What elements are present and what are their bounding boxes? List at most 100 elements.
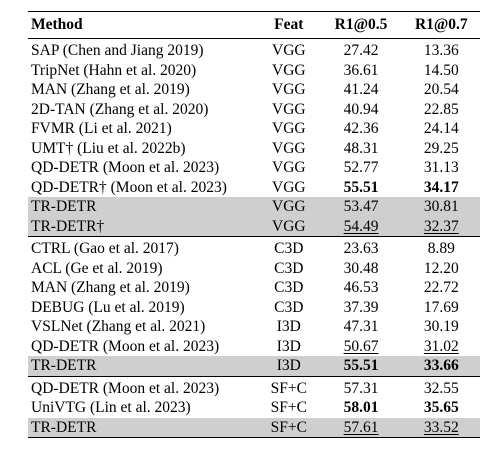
cell-method: MAN (Zhang et al. 2019) [28,80,258,100]
cell-r1-05: 37.39 [319,298,402,318]
cell-r1-07-text: 22.72 [424,279,459,296]
cell-r1-05-text: 41.24 [344,81,379,98]
cell-r1-07: 32.37 [403,217,480,237]
cell-feat-text: C3D [274,279,303,296]
cell-feat-text: VGG [272,179,306,196]
cell-r1-07-text: 24.14 [424,120,459,137]
cell-r1-05-text: 52.77 [344,159,379,176]
header-r1-05: R1@0.5 [319,12,402,39]
cell-feat: VGG [258,178,319,198]
cell-feat: VGG [258,119,319,139]
table-row: QD-DETR (Moon et al. 2023) VGG 52.77 31.13 [28,158,480,178]
cell-r1-05-text: 53.47 [344,198,379,215]
cell-r1-07: 17.69 [403,298,480,318]
cell-method: TR-DETR [28,197,258,217]
cell-feat: VGG [258,158,319,178]
cell-method-text: MAN (Zhang et al. 2019) [31,279,190,296]
cell-feat-text: VGG [272,140,306,157]
cell-feat: VGG [258,61,319,81]
cell-r1-05: 58.01 [319,398,402,418]
cell-r1-07-text: 30.19 [424,318,459,335]
table-row: VSLNet (Zhang et al. 2021) I3D 47.31 30.19 [28,317,480,337]
cell-r1-07-text: 35.65 [424,399,459,416]
cell-r1-07: 32.55 [403,376,480,398]
cell-feat-text: I3D [277,318,301,335]
cell-method-text: TR-DETR [31,419,96,436]
cell-feat: SF+C [258,418,319,438]
cell-r1-07: 22.72 [403,278,480,298]
cell-feat: I3D [258,317,319,337]
header-method: Method [28,12,258,39]
cell-r1-07-text: 22.85 [424,101,459,118]
cell-r1-07: 22.85 [403,100,480,120]
cell-r1-05: 53.47 [319,197,402,217]
table-row: DEBUG (Lu et al. 2019) C3D 37.39 17.69 [28,298,480,318]
cell-method-text: QD-DETR (Moon et al. 2023) [31,380,219,397]
cell-feat: VGG [258,139,319,159]
cell-feat-text: C3D [274,240,303,257]
cell-r1-07-text: 34.17 [424,179,459,196]
table-row: QD-DETR (Moon et al. 2023) SF+C 57.31 32.55 [28,376,480,398]
cell-r1-05-text: 55.51 [344,357,379,374]
cell-method-text: TripNet (Hahn et al. 2020) [31,62,196,79]
cell-method: VSLNet (Zhang et al. 2021) [28,317,258,337]
cell-r1-07-text: 29.25 [424,140,459,157]
cell-r1-05: 36.61 [319,61,402,81]
cell-r1-07-text: 33.52 [424,419,459,436]
cell-feat-text: SF+C [271,419,307,436]
cell-feat: VGG [258,39,319,61]
cell-method: SAP (Chen and Jiang 2019) [28,39,258,61]
cell-feat-text: VGG [272,42,306,59]
cell-r1-07: 33.66 [403,356,480,376]
cell-method-text: TR-DETR [31,357,96,374]
cell-method: TR-DETR [28,418,258,438]
cell-method-text: SAP (Chen and Jiang 2019) [31,42,204,59]
cell-feat: VGG [258,100,319,120]
cell-feat: SF+C [258,376,319,398]
cell-method: MAN (Zhang et al. 2019) [28,278,258,298]
cell-r1-05-text: 46.53 [344,279,379,296]
cell-r1-07-text: 31.13 [424,159,459,176]
table-row: QD-DETR† (Moon et al. 2023) VGG 55.51 34.17 [28,178,480,198]
cell-r1-05-text: 37.39 [344,299,379,316]
cell-feat-text: SF+C [271,399,307,416]
cell-r1-07-text: 31.02 [424,338,459,355]
cell-feat-text: VGG [272,101,306,118]
cell-feat-text: VGG [272,120,306,137]
table-row: MAN (Zhang et al. 2019) VGG 41.24 20.54 [28,80,480,100]
cell-feat: VGG [258,217,319,237]
cell-r1-05: 54.49 [319,217,402,237]
table-row: TripNet (Hahn et al. 2020) VGG 36.61 14.50 [28,61,480,81]
table-row: TR-DETR† VGG 54.49 32.37 [28,217,480,237]
cell-method: TR-DETR [28,356,258,376]
header-r1-07: R1@0.7 [403,12,480,39]
cell-method: FVMR (Li et al. 2021) [28,119,258,139]
cell-feat-text: SF+C [271,380,307,397]
cell-r1-05-text: 57.31 [344,380,379,397]
cell-r1-05: 55.51 [319,356,402,376]
table-row: ACL (Ge et al. 2019) C3D 30.48 12.20 [28,259,480,279]
cell-method: QD-DETR (Moon et al. 2023) [28,337,258,357]
cell-r1-05-text: 55.51 [344,179,379,196]
cell-r1-07-text: 32.55 [424,380,459,397]
cell-r1-07-text: 14.50 [424,62,459,79]
cell-feat-text: I3D [277,338,301,355]
table-row: TR-DETR I3D 55.51 33.66 [28,356,480,376]
cell-feat: I3D [258,337,319,357]
cell-r1-05: 23.63 [319,237,402,259]
cell-r1-05-text: 36.61 [344,62,379,79]
header-feat: Feat [258,12,319,39]
cell-feat-text: C3D [274,260,303,277]
cell-r1-05-text: 30.48 [344,260,379,277]
cell-r1-07-text: 33.66 [424,357,459,374]
cell-feat-text: VGG [272,81,306,98]
cell-r1-07: 31.13 [403,158,480,178]
cell-method-text: 2D-TAN (Zhang et al. 2020) [31,101,208,118]
cell-method-text: UMT† (Liu et al. 2022b) [31,140,186,157]
cell-r1-05: 41.24 [319,80,402,100]
cell-r1-05-text: 23.63 [344,240,379,257]
cell-method-text: ACL (Ge et al. 2019) [31,260,163,277]
cell-feat: I3D [258,356,319,376]
table-body: SAP (Chen and Jiang 2019) VGG 27.42 13.36 Tr… [28,39,480,438]
cell-method: UMT† (Liu et al. 2022b) [28,139,258,159]
